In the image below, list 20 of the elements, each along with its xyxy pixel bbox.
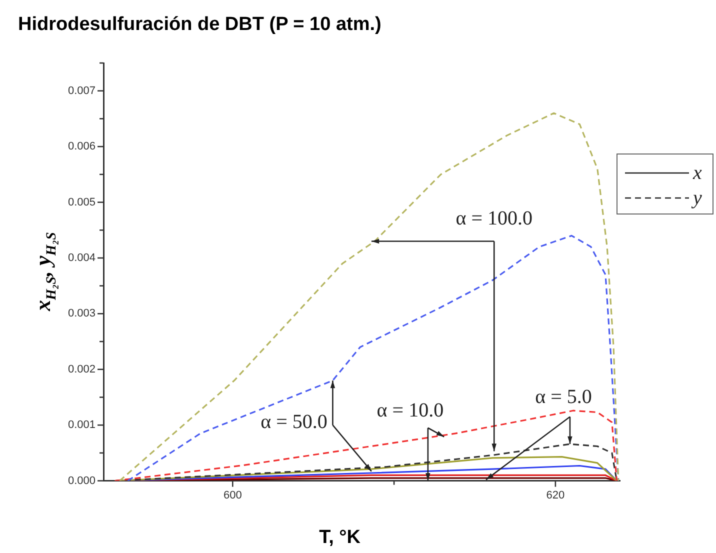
text: x	[692, 162, 702, 184]
x-tick-label: 620	[546, 489, 565, 502]
y-tick-label: 0.002	[68, 363, 96, 376]
x-tick-label: 600	[223, 489, 242, 502]
annotation: α = 10.0	[376, 400, 444, 422]
annotation: α = 50.0	[260, 410, 328, 433]
annotation: α = 5.0	[535, 386, 592, 408]
y-tick-label: 0.005	[68, 196, 96, 208]
text: y	[691, 187, 702, 209]
annotation: α = 100.0	[456, 208, 532, 230]
y-tick-label: 0.003	[68, 308, 96, 320]
y-tick-label: 0.001	[68, 419, 96, 432]
y-tick-label: 0.006	[68, 140, 96, 153]
y-tick-label: 0.000	[68, 474, 96, 487]
line-series	[126, 234, 620, 481]
y-tick-label: 0.004	[68, 252, 96, 264]
y-tick-label: 0.007	[68, 84, 96, 97]
line-series	[118, 112, 620, 481]
x-axis-title: T, °K	[319, 527, 361, 548]
chart-title: Hidrodesulfuración de DBT (P = 10 atm.)	[18, 14, 382, 35]
